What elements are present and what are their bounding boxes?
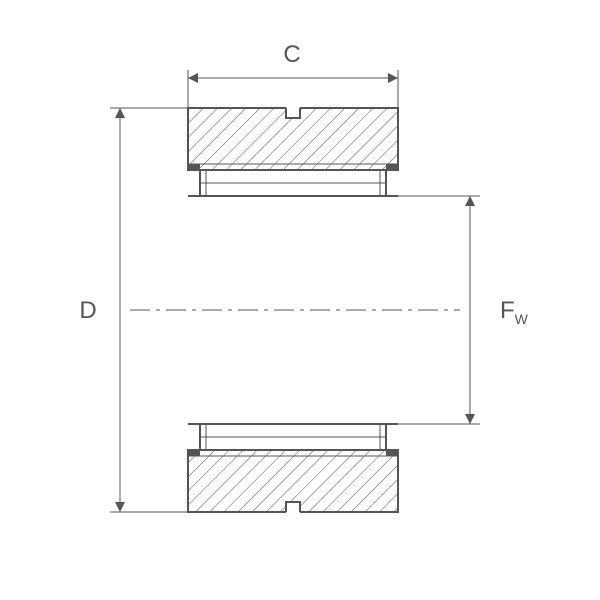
label-fw: FW xyxy=(500,297,529,327)
bearing-cross-section-diagram: C D FW xyxy=(0,0,600,600)
dimension-fw: FW xyxy=(398,196,529,424)
upper-roller xyxy=(188,170,398,196)
label-d: D xyxy=(79,297,96,324)
label-c: C xyxy=(283,41,300,68)
lower-ring-section xyxy=(188,450,398,513)
dimension-c: C xyxy=(188,41,398,108)
upper-ring-section xyxy=(188,107,398,170)
lower-roller xyxy=(188,424,398,450)
